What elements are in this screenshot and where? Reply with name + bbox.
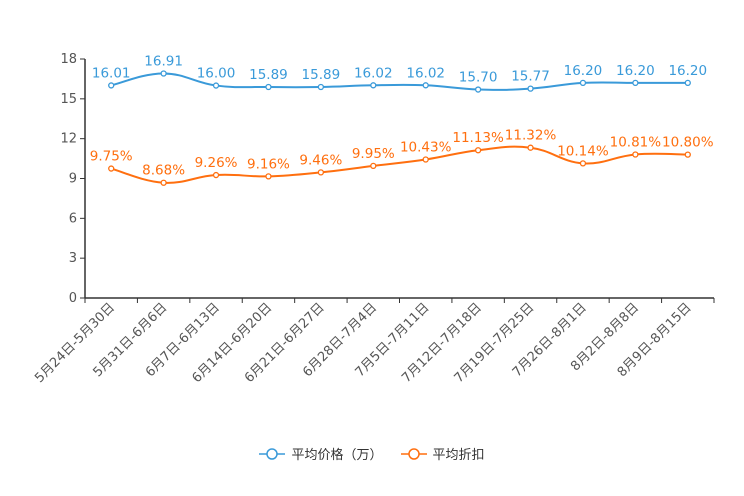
data-label: 16.01 xyxy=(92,65,131,81)
legend-marker-icon xyxy=(259,447,286,460)
data-label: 16.20 xyxy=(564,63,603,79)
data-point xyxy=(212,171,220,179)
y-tick-label: 15 xyxy=(60,92,77,107)
data-point xyxy=(317,83,325,91)
data-point xyxy=(370,162,377,170)
data-label: 8.68% xyxy=(142,163,185,179)
data-point xyxy=(108,82,115,89)
data-point xyxy=(527,85,534,92)
data-label: 9.16% xyxy=(247,156,290,172)
data-label: 10.14% xyxy=(557,143,609,159)
data-label: 16.00 xyxy=(197,66,236,82)
data-label: 15.89 xyxy=(249,67,288,83)
data-point xyxy=(684,79,691,87)
data-label: 11.32% xyxy=(505,128,557,144)
data-point xyxy=(632,151,639,158)
data-label: 10.80% xyxy=(662,135,714,151)
data-point xyxy=(317,169,325,176)
series-line-1 xyxy=(110,145,688,184)
data-point xyxy=(527,144,534,151)
legend-label: 平均折扣 xyxy=(432,448,485,463)
legend-item-avg-discount[interactable]: 平均折扣 xyxy=(400,444,485,463)
data-label: 16.02 xyxy=(354,65,393,81)
data-point xyxy=(212,82,220,89)
data-point xyxy=(160,70,167,77)
data-label: 9.26% xyxy=(195,155,238,171)
data-point xyxy=(265,173,272,180)
data-point xyxy=(684,151,691,158)
series-line-0 xyxy=(110,72,688,91)
y-tick-label: 3 xyxy=(69,251,77,266)
data-label: 9.46% xyxy=(299,152,342,168)
data-label: 10.43% xyxy=(400,140,452,156)
data-label: 10.81% xyxy=(610,134,662,150)
data-point xyxy=(422,156,429,163)
data-point xyxy=(474,86,482,93)
data-label: 16.20 xyxy=(616,63,655,79)
data-point xyxy=(160,179,167,186)
data-label: 9.95% xyxy=(352,146,395,162)
data-point xyxy=(632,79,639,87)
data-label: 15.89 xyxy=(302,67,341,83)
legend-label: 平均价格（万） xyxy=(291,448,383,463)
data-label: 16.20 xyxy=(668,63,707,79)
data-point xyxy=(579,79,587,87)
data-label: 16.91 xyxy=(144,53,183,69)
data-point xyxy=(108,165,115,172)
y-tick-label: 18 xyxy=(60,52,77,67)
data-point xyxy=(474,147,482,154)
y-tick-label: 9 xyxy=(69,172,77,187)
data-point xyxy=(422,82,429,89)
data-point xyxy=(579,160,587,167)
legend: 平均价格（万） 平均折扣 xyxy=(0,444,744,463)
y-tick-label: 0 xyxy=(69,291,77,306)
data-point xyxy=(265,83,272,91)
data-label: 15.77 xyxy=(511,69,550,85)
data-label: 9.75% xyxy=(90,149,133,165)
data-label: 15.70 xyxy=(459,70,498,86)
legend-item-avg-price[interactable]: 平均价格（万） xyxy=(259,444,383,463)
data-point xyxy=(370,82,377,89)
legend-marker-icon xyxy=(400,447,427,460)
y-tick-label: 12 xyxy=(60,132,77,147)
data-label: 16.02 xyxy=(406,65,445,81)
data-label: 11.13% xyxy=(452,130,504,146)
y-tick-label: 6 xyxy=(69,211,77,226)
